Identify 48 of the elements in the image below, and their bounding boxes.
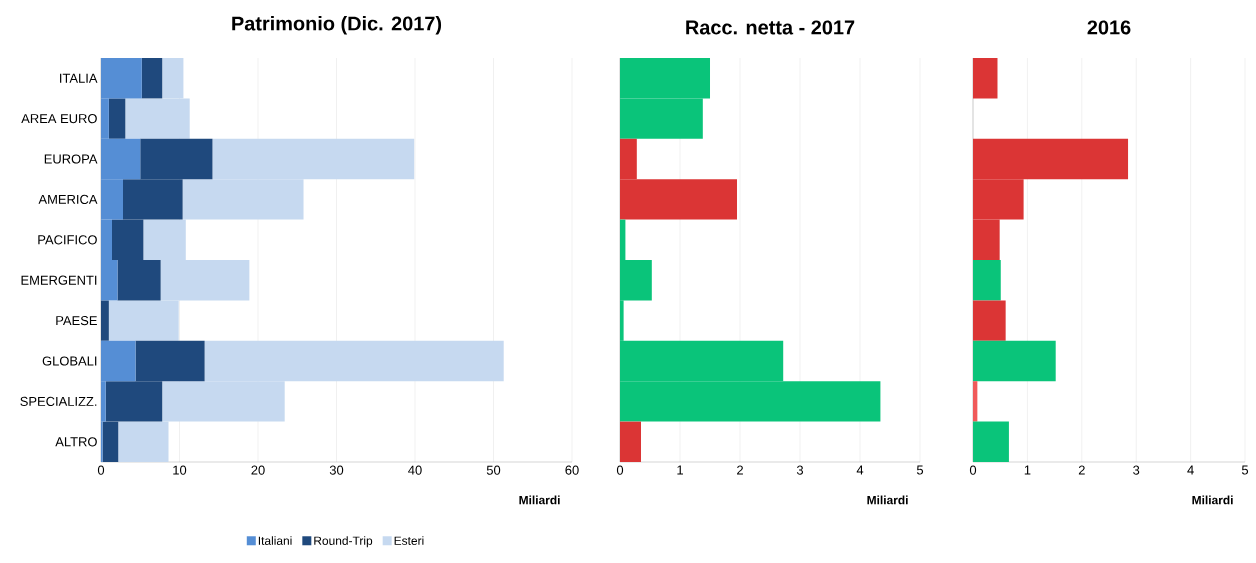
x-tick-label: 5 — [1241, 465, 1249, 475]
x-tick-label: 40 — [408, 465, 422, 475]
y-tick-label: ALTRO — [55, 437, 97, 447]
chart-title: Patrimonio (Dic. 2017) — [232, 15, 442, 35]
x-tick-label: 1 — [677, 465, 683, 475]
y-tick-label: AMERICA — [38, 194, 98, 204]
y-tick-label: AREA EURO — [21, 114, 97, 124]
bar — [973, 381, 978, 422]
x-tick-label: 1 — [1024, 465, 1031, 475]
bar — [620, 421, 642, 462]
bar — [108, 98, 126, 139]
x-tick-label: 10 — [173, 465, 187, 475]
bar — [973, 340, 1056, 382]
x-tick-label: 4 — [1187, 465, 1194, 475]
x-tick-label: 2 — [1078, 465, 1085, 475]
bar — [973, 421, 1009, 462]
x-tick-label: 60 — [565, 465, 579, 475]
x-axis-title: Miliardi — [1192, 495, 1233, 505]
x-tick-label: 0 — [616, 465, 624, 475]
x-tick-label: 50 — [486, 465, 501, 475]
x-axis-title: Miliardi — [867, 495, 908, 505]
chart-title: Racc. netta - 2017 — [686, 20, 855, 35]
bar — [973, 58, 998, 99]
bar — [141, 58, 163, 99]
y-tick-label: ITALIA — [60, 73, 98, 83]
bar — [973, 300, 1006, 341]
x-tick-label: 3 — [796, 465, 804, 475]
legend-label: Italiani — [258, 536, 292, 545]
x-tick-label: 30 — [329, 465, 344, 475]
x-tick-label: 5 — [916, 465, 924, 475]
x-axis-title: Miliardi — [519, 495, 560, 505]
y-tick-label: EUROPA — [44, 154, 98, 164]
y-tick-label: EMERGENTI — [21, 275, 97, 285]
legend-label: Esteri — [394, 536, 424, 545]
x-tick-label: 0 — [97, 465, 105, 475]
y-tick-label: PAESE — [56, 316, 97, 326]
bar — [101, 300, 109, 341]
x-tick-label: 20 — [251, 465, 265, 475]
y-tick-label: SPECIALIZZ. — [20, 396, 97, 406]
x-tick-label: 3 — [1133, 465, 1140, 475]
bar — [973, 260, 1001, 301]
legend-label: Round-Trip — [314, 536, 373, 548]
chart-title: 2016 — [1087, 20, 1131, 35]
y-tick-label: PACIFICO — [38, 235, 97, 245]
x-tick-label: 2 — [737, 465, 743, 475]
x-tick-label: 0 — [969, 465, 977, 475]
y-tick-label: GLOBALI — [42, 356, 97, 366]
x-tick-label: 4 — [856, 465, 864, 475]
